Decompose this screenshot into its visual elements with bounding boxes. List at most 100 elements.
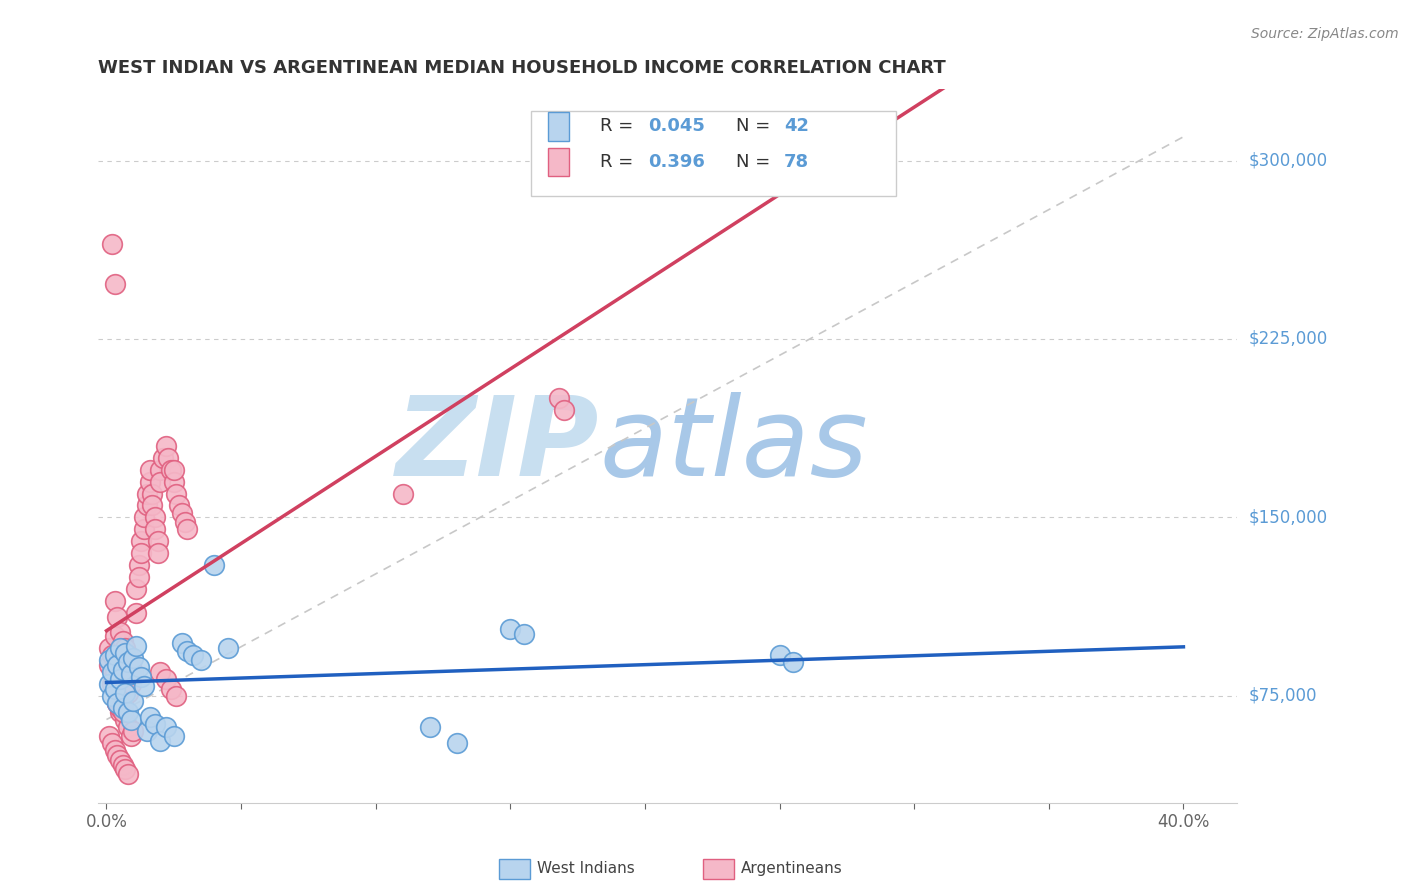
Point <box>138 463 160 477</box>
Point <box>149 463 172 477</box>
Point <box>120 657 142 672</box>
Point <box>176 522 198 536</box>
Text: R =: R = <box>599 153 638 171</box>
Point <box>105 748 128 763</box>
Point <box>173 515 195 529</box>
Point <box>114 679 136 693</box>
Point <box>98 657 121 672</box>
Point <box>166 486 188 500</box>
FancyBboxPatch shape <box>548 148 569 177</box>
Point <box>120 677 142 691</box>
Point <box>167 499 190 513</box>
Point <box>141 499 163 513</box>
Point <box>114 646 136 660</box>
Point <box>143 522 166 536</box>
Point <box>108 753 131 767</box>
Text: 78: 78 <box>785 153 808 171</box>
Point <box>128 558 150 572</box>
Point <box>103 648 125 663</box>
Text: Argentineans: Argentineans <box>741 862 842 876</box>
Point <box>120 667 142 681</box>
Point <box>782 656 804 670</box>
Point <box>166 689 188 703</box>
Point <box>553 403 575 417</box>
Point <box>160 681 183 696</box>
Point <box>111 672 134 686</box>
Point <box>114 686 136 700</box>
Point <box>157 450 180 465</box>
Point <box>98 729 121 743</box>
Text: $225,000: $225,000 <box>1249 330 1327 348</box>
Text: ZIP: ZIP <box>396 392 599 500</box>
Point <box>114 641 136 656</box>
Point <box>117 767 139 781</box>
FancyBboxPatch shape <box>531 111 896 196</box>
Point <box>120 713 142 727</box>
Point <box>146 534 169 549</box>
Point <box>131 670 153 684</box>
Point <box>138 475 160 489</box>
Point <box>141 486 163 500</box>
Point <box>155 672 177 686</box>
Point <box>170 506 193 520</box>
Point <box>160 463 183 477</box>
Text: N =: N = <box>737 153 776 171</box>
Point <box>135 486 157 500</box>
Point <box>101 665 124 679</box>
Point <box>149 734 172 748</box>
Point <box>513 627 536 641</box>
Point <box>128 570 150 584</box>
Point <box>117 686 139 700</box>
Point <box>98 677 121 691</box>
Point <box>768 648 790 663</box>
Point <box>181 648 204 663</box>
Point <box>547 392 569 406</box>
Point <box>170 636 193 650</box>
Point <box>134 510 156 524</box>
Text: 0.045: 0.045 <box>648 118 706 136</box>
Point <box>131 534 153 549</box>
Point <box>446 736 468 750</box>
Text: 42: 42 <box>785 118 808 136</box>
Point <box>111 634 134 648</box>
Point <box>101 689 124 703</box>
Point <box>117 720 139 734</box>
Point <box>111 700 134 714</box>
Point <box>105 657 128 672</box>
Point <box>103 665 125 679</box>
Point <box>98 653 121 667</box>
Point <box>108 641 131 656</box>
Text: $150,000: $150,000 <box>1249 508 1327 526</box>
Point <box>128 660 150 674</box>
Point <box>108 689 131 703</box>
Point <box>125 582 148 596</box>
Point <box>122 693 145 707</box>
Point <box>103 743 125 757</box>
Point <box>103 681 125 696</box>
Point <box>149 475 172 489</box>
Point <box>120 729 142 743</box>
Text: WEST INDIAN VS ARGENTINEAN MEDIAN HOUSEHOLD INCOME CORRELATION CHART: WEST INDIAN VS ARGENTINEAN MEDIAN HOUSEH… <box>98 59 946 77</box>
Point <box>101 736 124 750</box>
Point <box>103 593 125 607</box>
Text: $75,000: $75,000 <box>1249 687 1317 705</box>
Point <box>122 724 145 739</box>
Text: $300,000: $300,000 <box>1249 152 1327 169</box>
Point <box>134 522 156 536</box>
Point <box>101 648 124 663</box>
Point <box>108 672 131 686</box>
Point <box>135 724 157 739</box>
Point <box>105 681 128 696</box>
Text: 0.396: 0.396 <box>648 153 706 171</box>
Point <box>101 677 124 691</box>
Point <box>163 463 186 477</box>
Text: Source: ZipAtlas.com: Source: ZipAtlas.com <box>1251 27 1399 41</box>
Point <box>122 650 145 665</box>
Point <box>155 439 177 453</box>
Point <box>149 665 172 679</box>
Point <box>217 641 239 656</box>
Point <box>202 558 225 572</box>
Point <box>108 706 131 720</box>
Text: West Indians: West Indians <box>537 862 636 876</box>
Point <box>103 277 125 292</box>
